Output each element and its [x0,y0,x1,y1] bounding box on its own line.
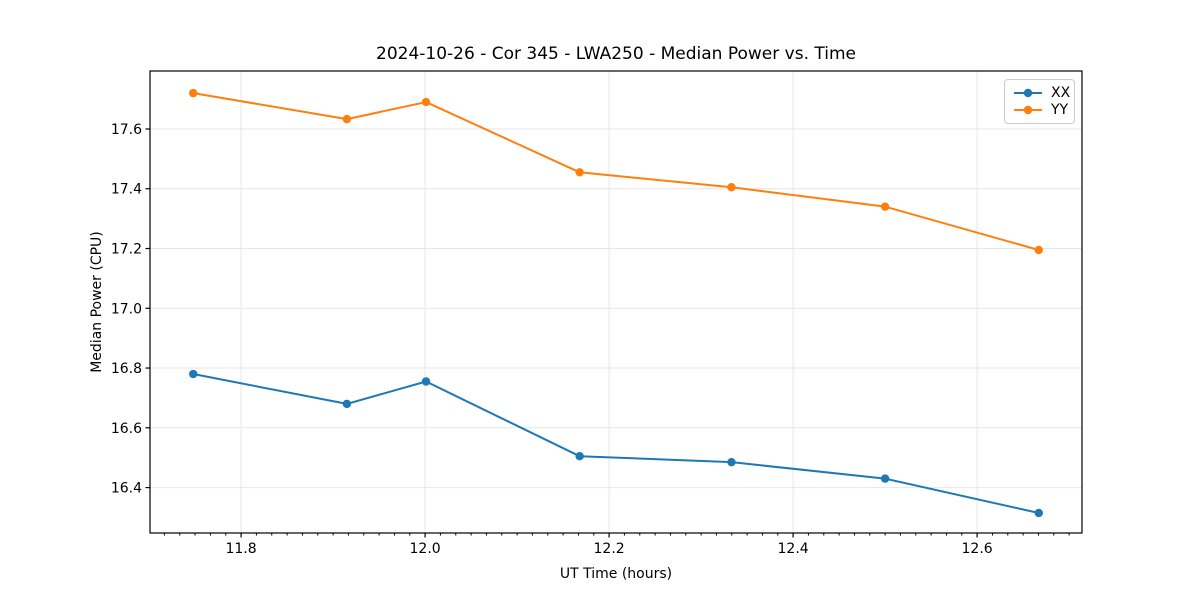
y-tick-label: 17.4 [111,182,142,198]
legend-line-marker-yy-icon [1014,105,1042,115]
series-yy-marker [1034,245,1043,255]
x-tick-label: 12.2 [594,541,625,557]
x-tick-label: 11.8 [225,541,256,557]
y-tick-label: 16.6 [111,421,142,437]
x-tick-label: 12.6 [962,541,993,557]
legend: XX YY [1004,79,1075,124]
series-xx-marker [880,474,890,483]
x-tick-label: 12.0 [410,541,441,557]
y-tick-label: 17.0 [111,301,142,317]
series-xx-marker [189,369,198,379]
y-tick-label: 16.8 [111,361,142,377]
series-yy-marker [880,202,890,211]
series-yy-marker [575,168,584,177]
series-xx-marker [575,451,584,461]
legend-label-yy: YY [1051,102,1069,118]
legend-line-marker-xx-icon [1014,88,1042,98]
x-axis-label: UT Time (hours) [559,566,673,582]
plot-border [149,70,1083,534]
series-xx-marker [421,377,431,386]
series-yy-line [192,92,1040,252]
series-yy-marker [727,183,736,192]
series-xx-line [192,373,1040,514]
series-xx-marker [727,457,736,467]
legend-item-yy: YY [1013,102,1069,118]
y-axis-label: Median Power (CPU) [89,231,105,373]
y-tick-label: 17.2 [111,242,142,258]
series-yy-marker [189,88,198,98]
legend-item-xx: XX [1013,85,1070,101]
y-tick-label: 16.4 [111,481,142,497]
x-tick-label: 12.4 [778,541,809,557]
series-yy-marker [421,97,431,107]
series-xx-marker [1034,508,1043,518]
chart-title: 2024-10-26 - Cor 345 - LWA250 - Median P… [376,44,856,64]
y-tick-label: 17.6 [111,122,142,138]
series-xx-marker [342,399,352,409]
series-yy-marker [342,114,352,124]
legend-label-xx: XX [1051,85,1071,101]
